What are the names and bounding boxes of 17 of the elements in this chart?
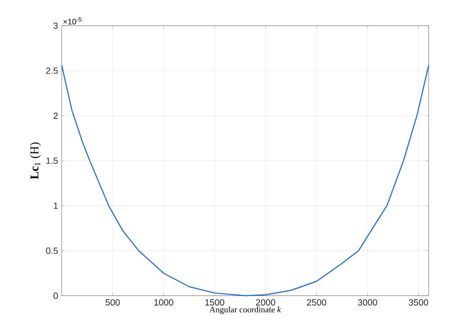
y-tick-label: 0.5 xyxy=(46,248,58,254)
x-tick-label: 1000 xyxy=(154,299,174,306)
y-tick-label: 1 xyxy=(54,202,58,209)
y-tick-label: 2 xyxy=(54,112,58,119)
x-tick-label: 500 xyxy=(106,299,120,306)
x-tick-label: 2500 xyxy=(307,299,326,306)
x-tick-label: 1500 xyxy=(205,299,224,306)
y-tick-label: 2.5 xyxy=(46,68,58,74)
y-tick-label: 0 xyxy=(54,292,58,299)
y-axis-title: Lc$_{1}$ (H) xyxy=(30,142,41,180)
y-tick-label: 1.5 xyxy=(46,158,58,164)
x-tick-label: 3500 xyxy=(408,299,428,306)
y-tick-label: 3 xyxy=(54,22,58,29)
x-tick-label: 3000 xyxy=(358,299,378,306)
x-axis-title: Angular coordinate k xyxy=(209,306,282,314)
x-tick-label: 2000 xyxy=(256,299,276,306)
line-series xyxy=(61,64,430,296)
